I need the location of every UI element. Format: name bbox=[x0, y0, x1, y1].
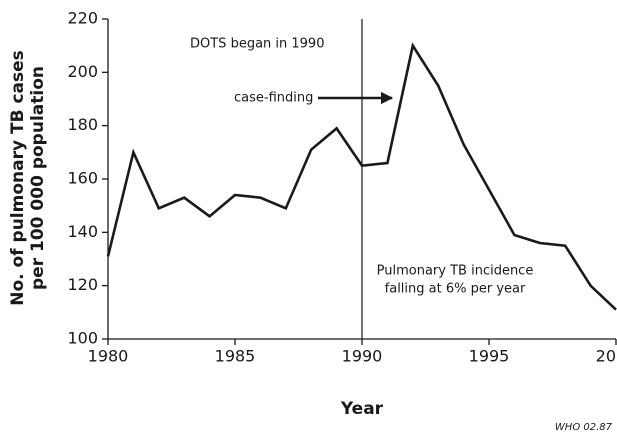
y-axis-title: No. of pulmonary TB cases per 100 000 po… bbox=[8, 50, 48, 306]
x-tick-label: 1990 bbox=[342, 347, 383, 366]
y-tick-label: 140 bbox=[67, 222, 98, 241]
credit: WHO 02.87 bbox=[555, 422, 613, 433]
line bbox=[106, 42, 617, 311]
x-tick-label: 1995 bbox=[469, 347, 510, 366]
y-tick-label: 220 bbox=[67, 9, 98, 28]
x-axis-title: Year bbox=[340, 399, 384, 419]
vline-label: DOTS began in 1990 bbox=[190, 37, 324, 52]
y-axis-title-line: No. of pulmonary TB cases bbox=[8, 50, 28, 306]
y-tick-label: 120 bbox=[67, 275, 98, 294]
annotation: falling at 6% per year bbox=[385, 282, 526, 297]
x-tick-label: 1980 bbox=[88, 347, 129, 366]
y-tick-label: 200 bbox=[67, 62, 98, 81]
annotation: case-finding bbox=[234, 91, 313, 106]
y-axis-title-line: per 100 000 population bbox=[28, 66, 48, 290]
annotation: Pulmonary TB incidence bbox=[377, 264, 534, 279]
y-tick-label: 160 bbox=[67, 169, 98, 188]
y-tick-label: 180 bbox=[67, 115, 98, 134]
x-tick-label: 1985 bbox=[215, 347, 256, 366]
x-tick-label: 2000 bbox=[596, 347, 617, 366]
y-tick-label: 100 bbox=[67, 329, 98, 348]
